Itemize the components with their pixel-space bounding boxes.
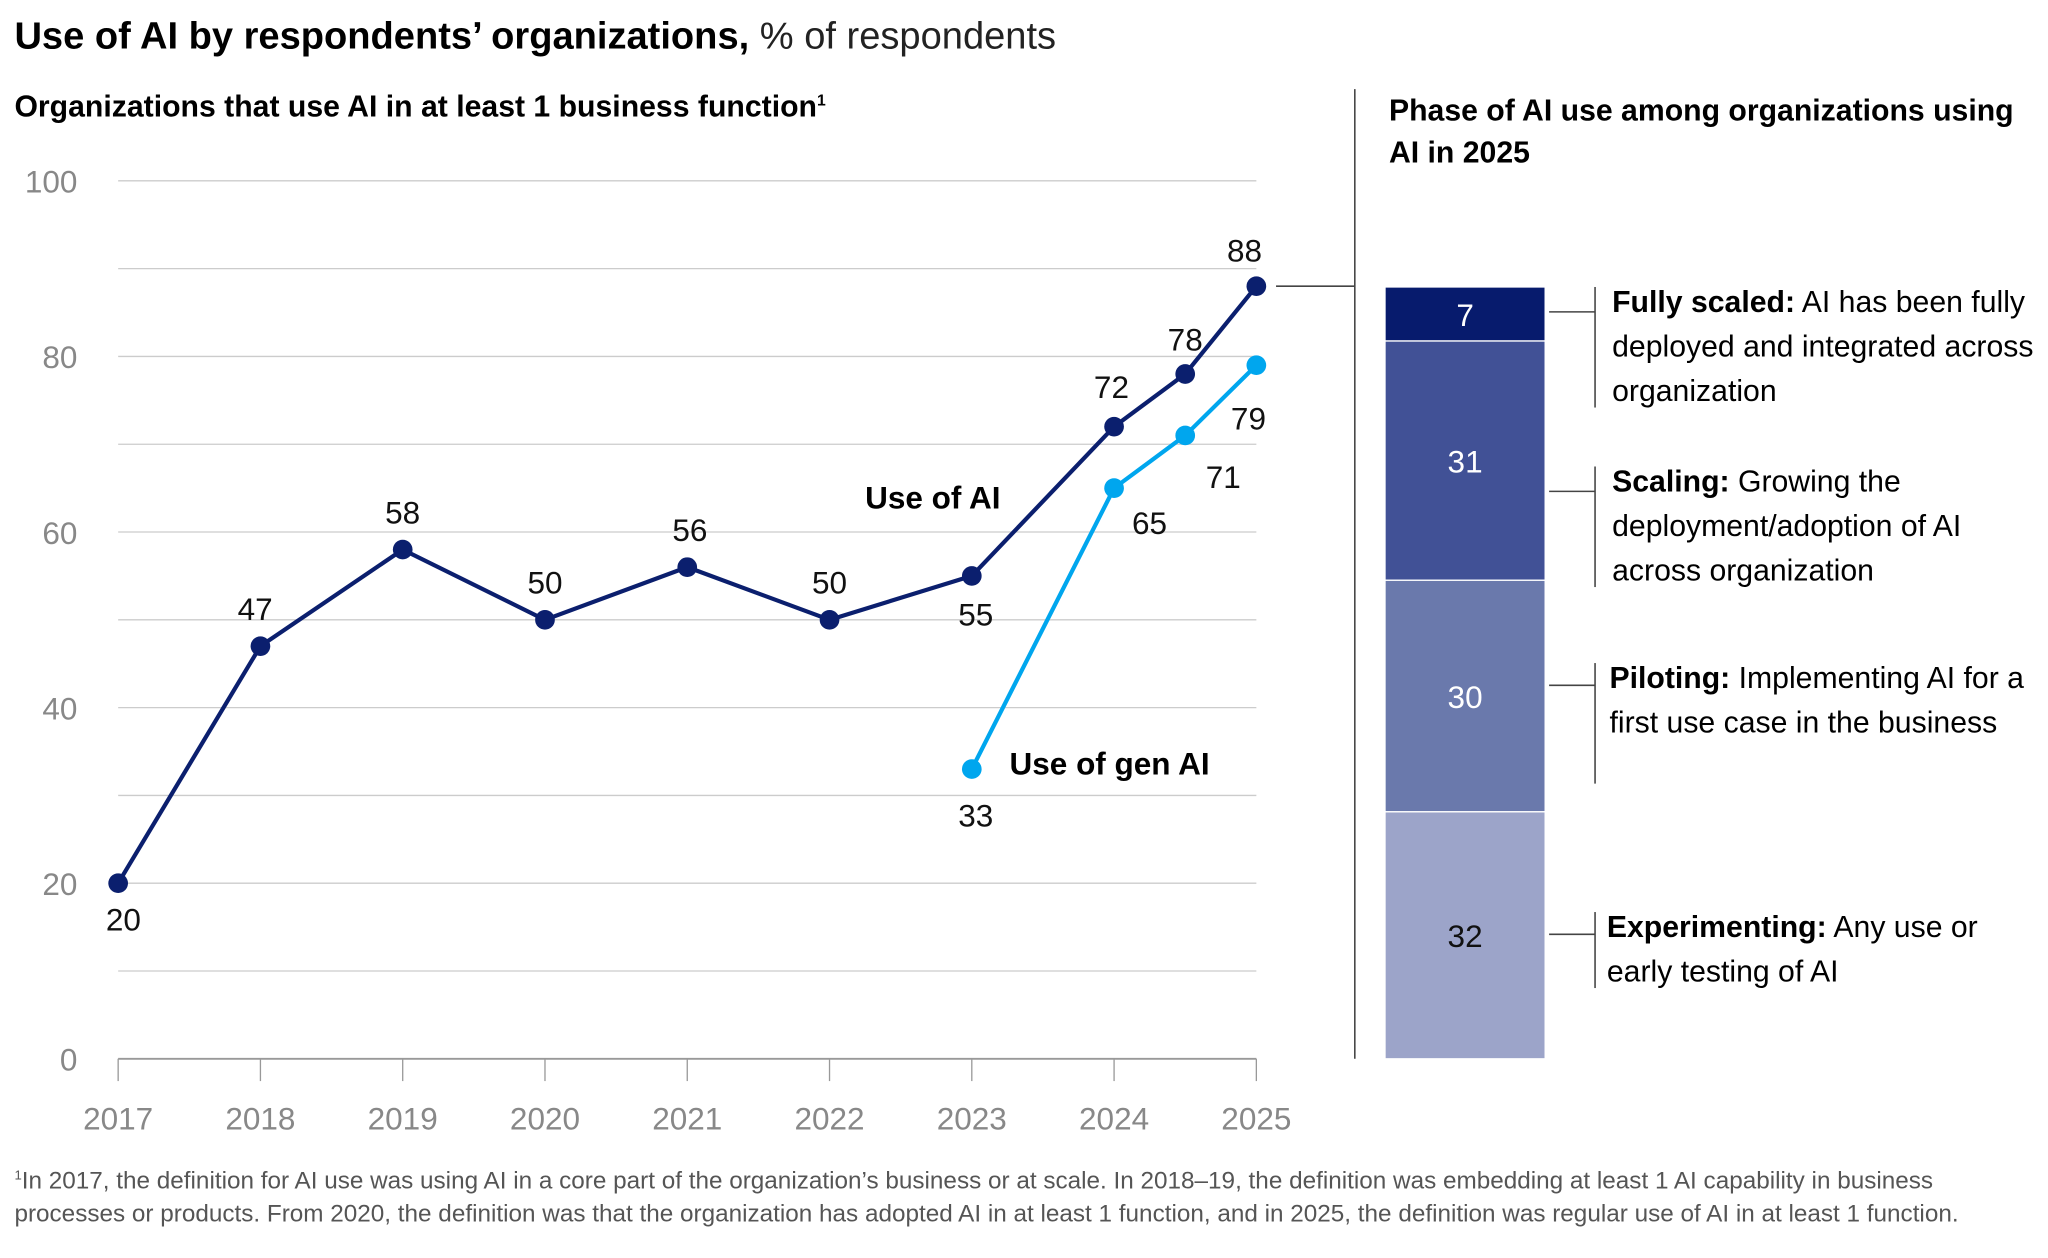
data-label: 55	[958, 598, 993, 633]
x-tick-label: 2023	[937, 1102, 1007, 1137]
series-line-ai	[116, 284, 1258, 885]
bar-segment-label: 32	[1448, 919, 1483, 954]
x-tick-label: 2025	[1221, 1102, 1291, 1137]
data-point	[1175, 425, 1196, 446]
x-tick-label: 2022	[794, 1102, 864, 1137]
data-label: 50	[527, 566, 562, 601]
data-point	[250, 636, 271, 656]
y-tick-label: 0	[60, 1043, 78, 1078]
data-point	[392, 539, 413, 560]
data-point	[1175, 364, 1196, 384]
series-label-use-of-gen-ai: Use of gen AI	[1010, 746, 1210, 781]
y-tick-label: 80	[42, 340, 77, 375]
phase-text: AI has been fully deployed and integrat­…	[1612, 284, 2034, 408]
phase-text: Implementing AI for a first use case in …	[1609, 660, 2024, 740]
data-point	[535, 609, 555, 630]
x-tick-label: 2019	[368, 1102, 438, 1137]
data-label: 71	[1206, 460, 1241, 495]
phase-heading: Piloting:	[1609, 660, 1731, 695]
data-label: 78	[1168, 322, 1203, 357]
bar-segment-label: 31	[1448, 444, 1483, 479]
phase-description-experimenting: Experimenting: Any use or early testing …	[1607, 904, 2040, 993]
data-label: 47	[238, 592, 273, 627]
data-label: 58	[385, 495, 420, 530]
data-point	[961, 759, 982, 779]
bar-segment-fully_scaled	[1384, 286, 1546, 342]
x-tick-label: 2018	[225, 1102, 295, 1137]
bar-segment-scaling	[1384, 340, 1546, 581]
data-point	[677, 557, 698, 577]
data-label: 79	[1231, 401, 1266, 436]
data-point	[1104, 416, 1124, 437]
phase-description-piloting: Piloting: Implementing AI for a first us…	[1609, 655, 2042, 744]
footnote: 1In 2017, the definition for AI use was …	[14, 1166, 1959, 1227]
bar-segment-piloting	[1384, 579, 1546, 813]
phase-text: Growing the deployment/adoption of AI ac…	[1612, 463, 1962, 588]
right-chart-subtitle: Phase of AI use among organizations usin…	[1388, 93, 2014, 170]
x-tick-label: 2021	[652, 1102, 722, 1137]
y-tick-label: 100	[25, 165, 78, 200]
data-point	[1246, 276, 1267, 297]
data-label: 20	[106, 902, 141, 937]
x-tick-label: 2020	[510, 1102, 580, 1137]
phase-heading: Fully scaled:	[1612, 284, 1796, 319]
data-point	[108, 873, 128, 894]
phase-description-fully_scaled: Fully scaled: AI has been fully deployed…	[1612, 279, 2045, 413]
x-tick-label: 2017	[83, 1102, 153, 1137]
x-tick-label: 2024	[1079, 1102, 1149, 1137]
bar-segment-label: 30	[1448, 680, 1483, 715]
y-tick-label: 40	[42, 691, 77, 726]
data-label: 50	[812, 566, 847, 601]
bar-segment-experimenting	[1384, 811, 1546, 1060]
bar-segment-label: 7	[1456, 298, 1474, 333]
data-point	[819, 609, 840, 630]
series-line-gen-ai	[969, 363, 1258, 771]
data-point	[961, 566, 982, 586]
data-label: 56	[672, 513, 707, 548]
data-label: 65	[1132, 506, 1167, 541]
left-chart-subtitle: Organizations that use AI in at least 1 …	[14, 89, 826, 124]
phase-text: Any use or early testing of AI	[1606, 909, 1978, 989]
phase-heading: Experimenting:	[1606, 909, 1827, 944]
data-label: 88	[1227, 233, 1262, 268]
series-label-use-of-ai: Use of AI	[865, 480, 1000, 515]
y-tick-label: 20	[42, 867, 77, 902]
data-point	[1104, 478, 1124, 498]
data-point	[1246, 355, 1267, 376]
data-label: 72	[1094, 370, 1129, 405]
data-label: 33	[958, 799, 993, 834]
y-tick-label: 60	[42, 516, 77, 551]
chart-title: Use of AI by respondents’ organizations,…	[14, 15, 1057, 58]
phase-heading: Scaling:	[1612, 463, 1730, 498]
phase-description-scaling: Scaling: Growing the deployment/adoption…	[1612, 459, 2045, 593]
